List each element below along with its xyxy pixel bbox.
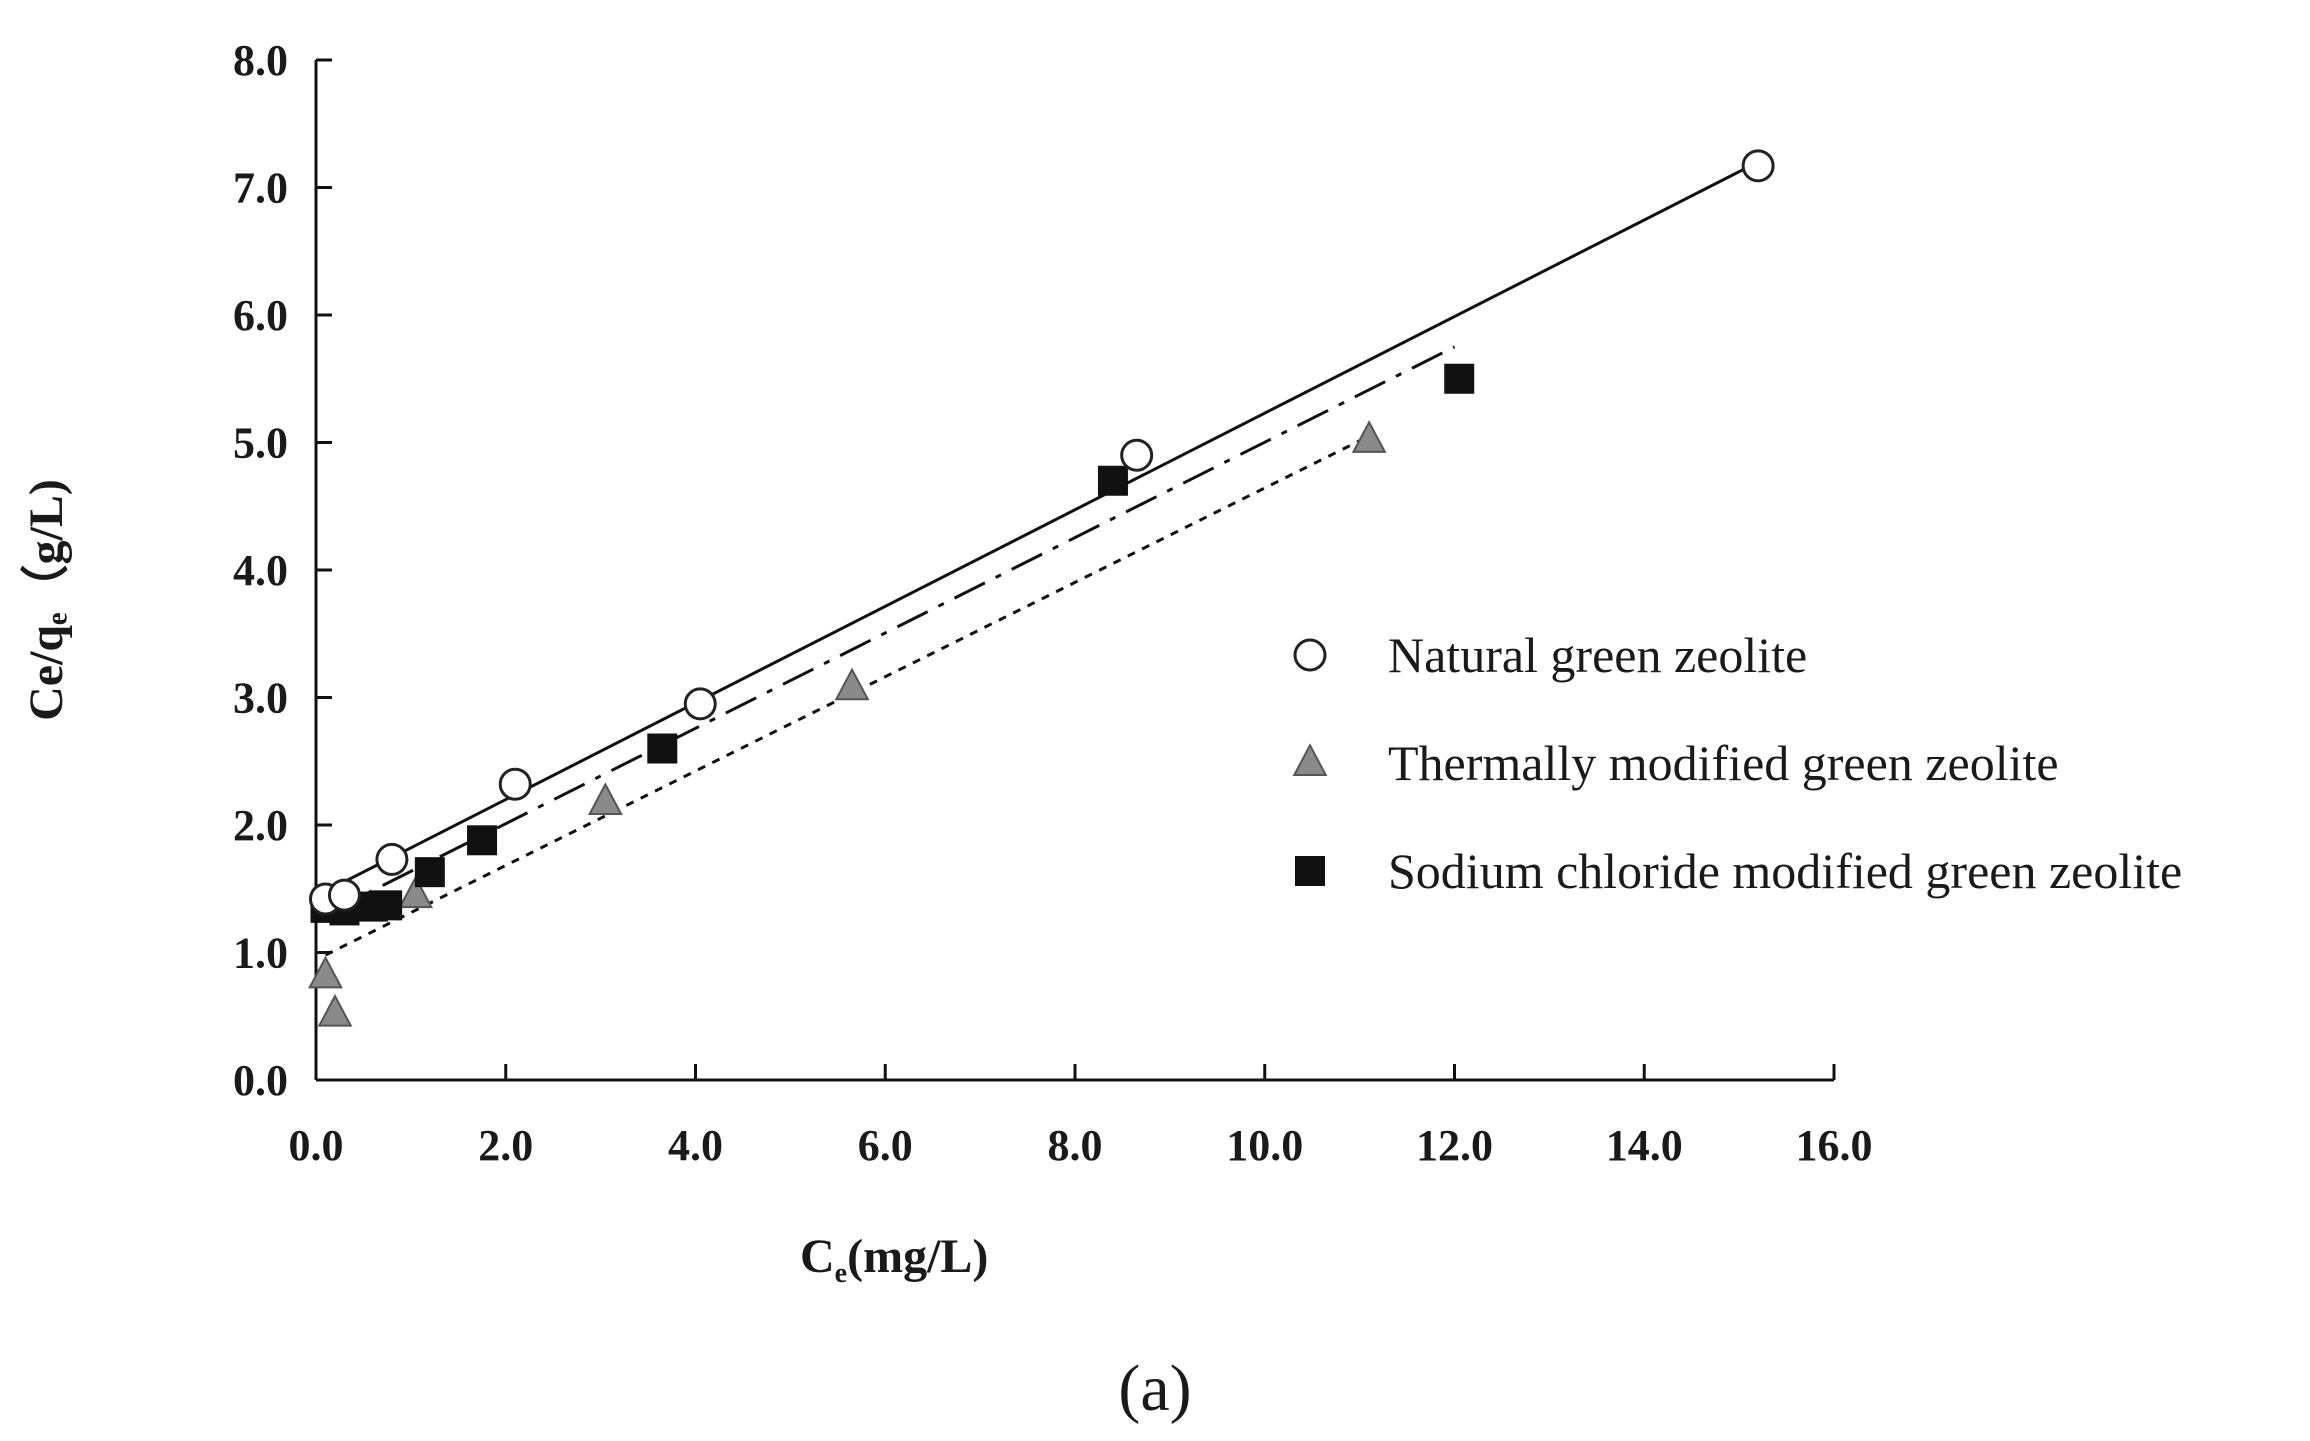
x-tick-label: 16.0 (1796, 1121, 1873, 1170)
y-axis-title: Ce/qₑ（g/L) (20, 479, 73, 721)
x-tick-label: 6.0 (858, 1121, 913, 1170)
x-tick-label: 10.0 (1226, 1121, 1303, 1170)
y-tick-label: 4.0 (233, 546, 288, 595)
y-tick-label: 0.0 (233, 1056, 288, 1105)
x-tick-label: 2.0 (478, 1121, 533, 1170)
x-tick-label: 4.0 (668, 1121, 723, 1170)
legend-marker-thermally-modified-green-zeolite (1292, 743, 1328, 776)
legend-marker-sodium-chloride-modified-green-zeolite (1295, 856, 1325, 886)
data-point-sodium-chloride-modified-green-zeolite (372, 890, 403, 921)
data-markers (308, 149, 1775, 1027)
data-point-thermally-modified-green-zeolite (1351, 420, 1387, 453)
y-tick-label: 1.0 (233, 929, 288, 978)
x-axis-title-subscript: e (835, 1258, 847, 1289)
legend: Natural green zeolite Thermally modified … (1292, 627, 2182, 899)
data-point-sodium-chloride-modified-green-zeolite (414, 857, 445, 888)
legend-label-natural-green-zeolite: Natural green zeolite (1388, 627, 1807, 683)
axes (314, 60, 1834, 1082)
data-point-sodium-chloride-modified-green-zeolite (1444, 363, 1475, 394)
x-tick-label: 12.0 (1416, 1121, 1493, 1170)
y-tick-label: 3.0 (233, 674, 288, 723)
legend-marker-natural-green-zeolite (1293, 638, 1327, 672)
figure-caption: (a) (1118, 1352, 1191, 1425)
legend-label-sodium-chloride-modified-green-zeolite: Sodium chloride modified green zeolite (1388, 843, 2182, 899)
data-point-thermally-modified-green-zeolite (398, 875, 434, 909)
data-point-natural-green-zeolite (498, 767, 532, 801)
y-ticks: 0.0 1.0 2.0 3.0 4.0 5.0 6.0 7.0 8.0 (233, 36, 332, 1105)
y-tick-label: 7.0 (233, 164, 288, 213)
data-point-thermally-modified-green-zeolite (587, 782, 623, 816)
x-axis-title: Ce(mg/L) (800, 1230, 988, 1289)
x-tick-label: 0.0 (289, 1121, 344, 1170)
data-point-thermally-modified-green-zeolite (834, 667, 870, 701)
fit-line-natural-green-zeolite (324, 160, 1759, 893)
fit-lines (324, 160, 1759, 957)
data-point-natural-green-zeolite (1120, 438, 1154, 472)
y-tick-label: 5.0 (233, 419, 288, 468)
y-tick-label: 8.0 (233, 36, 288, 85)
legend-label-thermally-modified-green-zeolite: Thermally modified green zeolite (1388, 735, 2059, 791)
x-axis-title-unit: (mg/L) (847, 1230, 988, 1283)
data-point-sodium-chloride-modified-green-zeolite (647, 733, 678, 764)
x-tick-label: 8.0 (1048, 1121, 1103, 1170)
y-tick-label: 6.0 (233, 291, 288, 340)
x-axis-title-main: C (800, 1230, 835, 1283)
data-point-sodium-chloride-modified-green-zeolite (467, 825, 498, 856)
x-ticks: 0.0 2.0 4.0 6.0 8.0 10.0 12.0 14.0 16.0 (289, 1064, 1873, 1170)
y-tick-label: 2.0 (233, 801, 288, 850)
fit-line-sodium-chloride-modified-green-zeolite (324, 345, 1456, 916)
data-point-thermally-modified-green-zeolite (308, 955, 343, 989)
data-point-natural-green-zeolite (375, 842, 409, 876)
data-point-natural-green-zeolite (683, 687, 717, 721)
data-point-natural-green-zeolite (327, 878, 361, 912)
data-point-natural-green-zeolite (1741, 149, 1775, 183)
data-point-sodium-chloride-modified-green-zeolite (1097, 465, 1128, 496)
data-point-thermally-modified-green-zeolite (317, 993, 353, 1027)
x-tick-label: 14.0 (1606, 1121, 1683, 1170)
